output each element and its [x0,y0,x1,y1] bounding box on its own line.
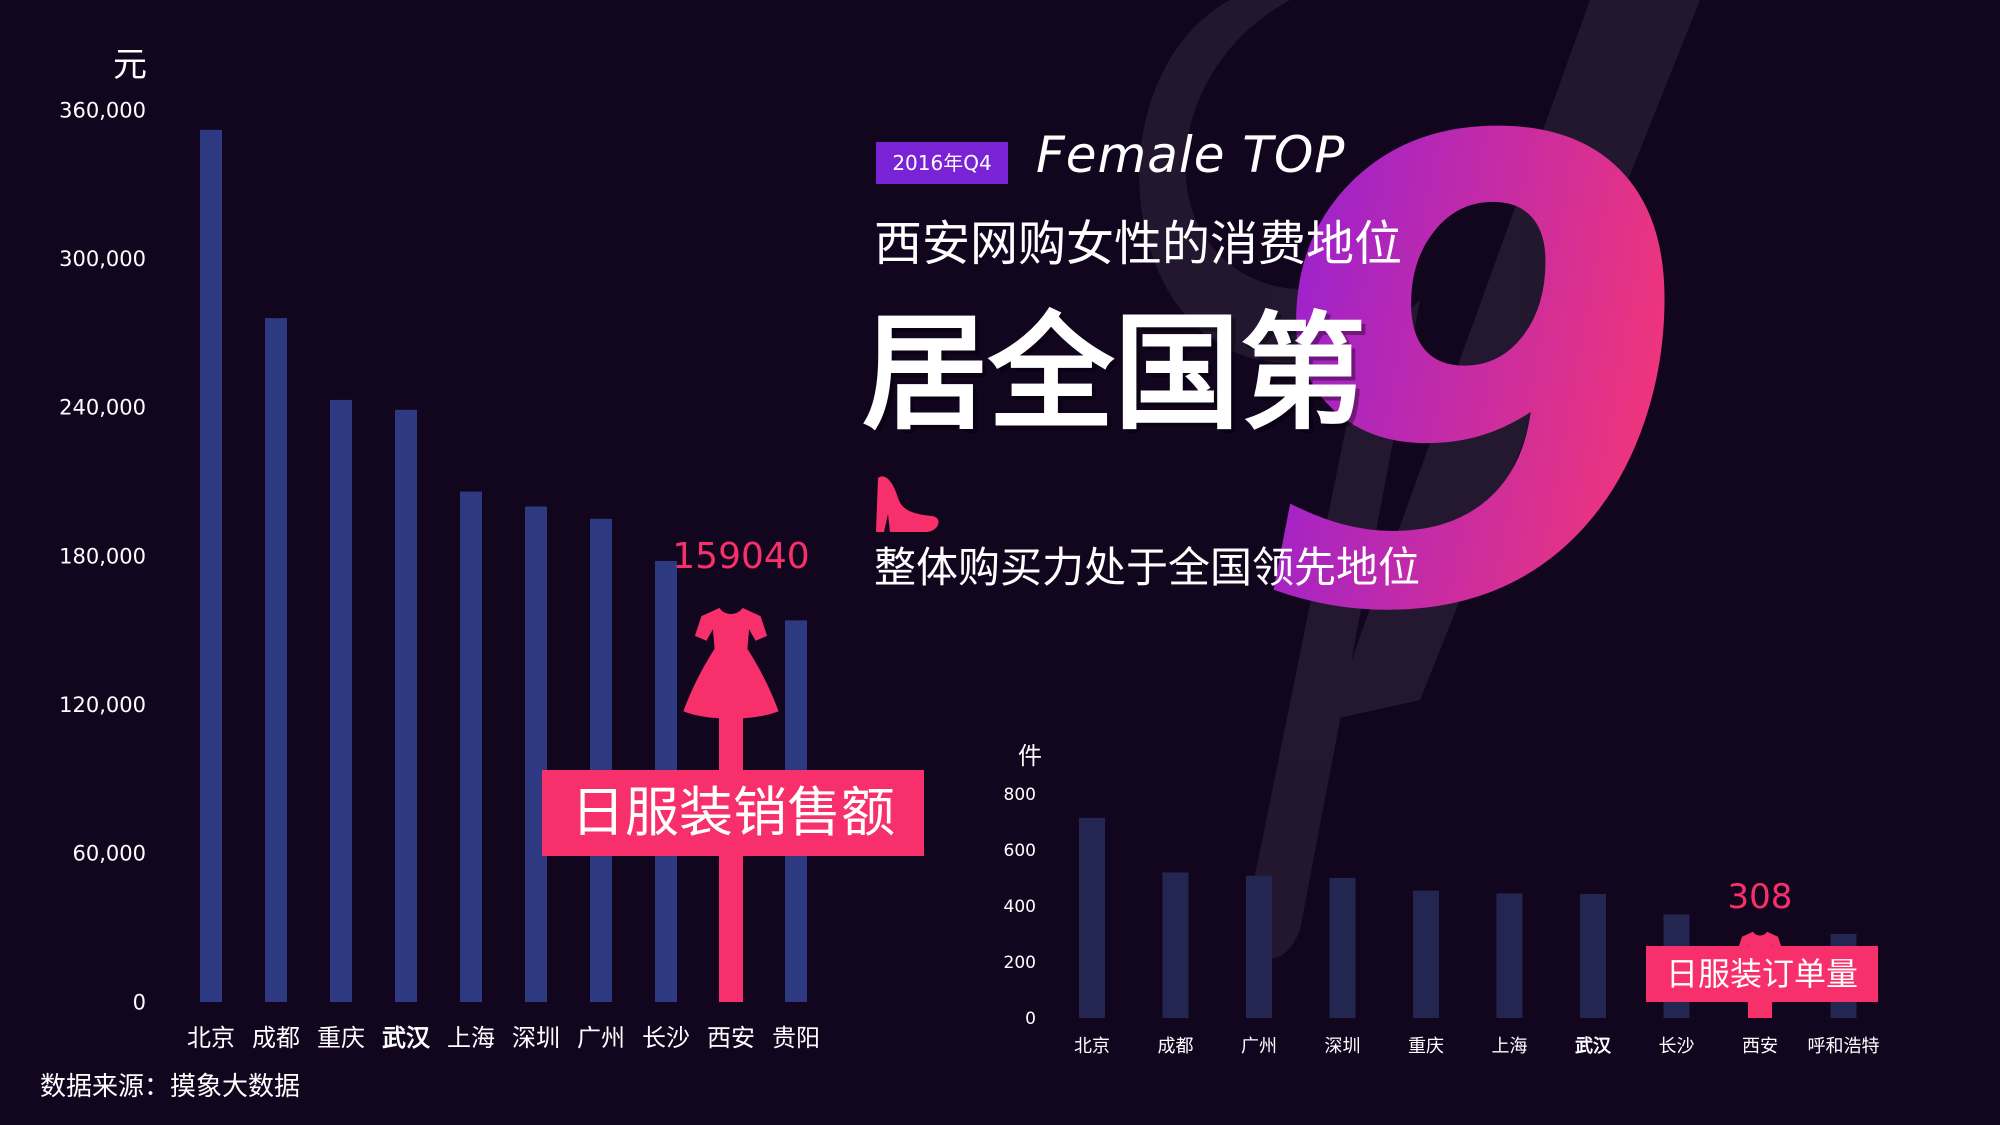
y-tick-label: 300,000 [59,247,146,271]
x-tick-label: 长沙 [642,1024,690,1052]
y-axis-unit-label: 元 [113,45,147,85]
daily-clothing-sales-chart: 元 0 60,000 120,000 180,000 240,000 300,000 360,… [59,45,820,1052]
x-tick-label: 西安 [1742,1036,1778,1057]
highlight-value-label: 308 [1728,877,1793,917]
rank-number-nine: 9 [1247,6,1692,751]
dress-icon [683,607,779,719]
x-tick-label: 成都 [252,1024,300,1052]
bar [1413,890,1439,1018]
y-tick-label: 400 [1004,897,1036,917]
y-tick-label: 0 [1025,1009,1036,1029]
bar [590,518,612,1002]
daily-clothing-orders-chart: 件 0 200 400 600 800 北京 成都 广州 深圳 重庆 上海 武汉 长沙 308 西安 呼和浩特 [1004,742,1880,1057]
x-tick-label: 北京 [187,1024,235,1052]
bar [1496,893,1523,1018]
x-tick-label: 北京 [1074,1036,1110,1057]
x-tick-label: 广州 [577,1024,625,1052]
x-tick-label: 长沙 [1659,1036,1695,1057]
period-badge: 2016年Q4 [876,142,1008,184]
bar [1580,893,1606,1018]
high-heel-icon [876,476,939,532]
y-tick-label: 600 [1004,841,1036,861]
data-source: 数据来源：摸象大数据 [40,1072,301,1102]
y-tick-label: 360,000 [59,98,146,122]
bar [330,399,352,1002]
bar [1079,817,1105,1018]
bar [525,506,547,1002]
x-tick-label: 贵阳 [772,1024,820,1052]
headline: 西安网购女性的消费地位 [874,216,1403,272]
y-tick-label: 180,000 [59,544,146,568]
x-tick-label: 武汉 [382,1024,431,1052]
x-tick-label: 上海 [1492,1036,1528,1057]
female-top-tag: Female TOP [1036,126,1346,184]
y-tick-label: 800 [1004,785,1036,805]
y-axis-unit-label: 件 [1018,742,1042,770]
x-tick-label: 重庆 [317,1024,365,1052]
x-tick-label: 上海 [447,1024,495,1052]
bar [1162,872,1189,1018]
x-tick-label: 深圳 [512,1024,560,1052]
highlight-value-label: 159040 [672,536,809,577]
x-tick-label: 西安 [707,1024,755,1052]
x-tick-label: 深圳 [1325,1036,1361,1057]
y-tick-label: 0 [133,990,146,1014]
y-tick-label: 120,000 [59,693,146,717]
bar [1329,878,1356,1018]
x-tick-label: 呼和浩特 [1808,1036,1880,1057]
bar [265,318,287,1003]
bar [1246,875,1272,1018]
y-tick-label: 60,000 [73,842,146,866]
sales-chart-title: 日服装销售额 [542,770,924,856]
x-tick-label: 成都 [1158,1036,1194,1057]
bar [395,409,417,1002]
rank-text: 居全国第 [862,300,1366,447]
subline: 整体购买力处于全国领先地位 [874,543,1421,592]
background-nine-decoration [1139,0,1700,959]
orders-chart-title: 日服装订单量 [1646,946,1878,1002]
x-tick-label: 武汉 [1575,1036,1612,1057]
rank-number-text: 9 [1247,6,1692,751]
x-tick-label: 重庆 [1408,1036,1444,1057]
bar [200,129,222,1003]
bar [460,491,482,1002]
y-tick-label: 240,000 [59,396,146,420]
y-tick-label: 200 [1004,953,1036,973]
x-tick-label: 广州 [1241,1036,1277,1057]
